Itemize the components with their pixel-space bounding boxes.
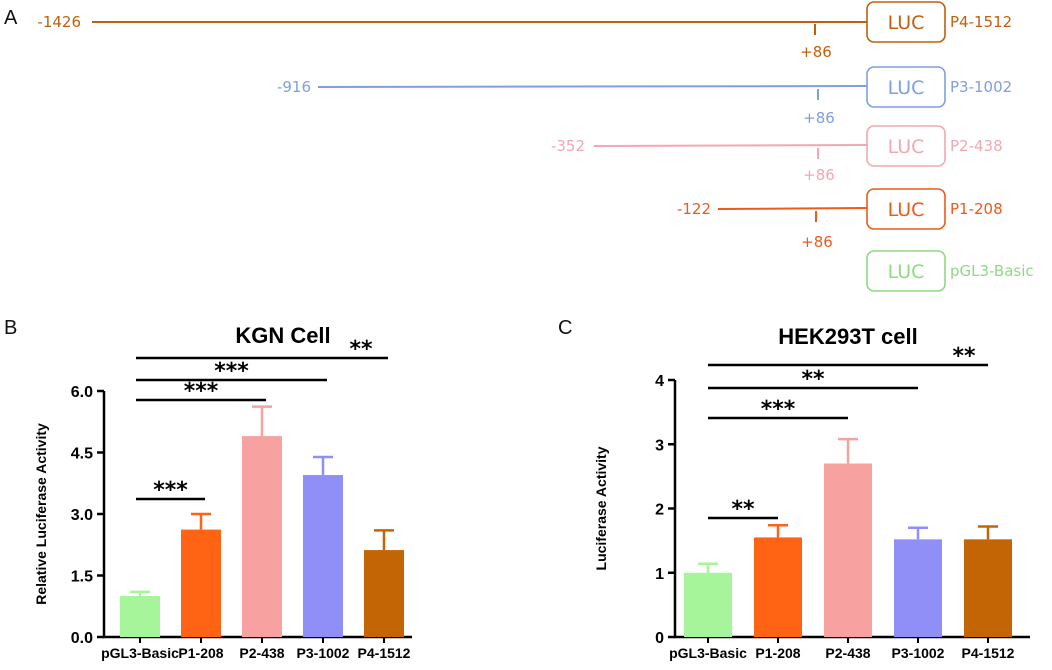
significance-stars: *** [153,478,188,503]
bar-pgl3-basic [120,596,160,637]
promoter-constructs-diagram: -1426 +86 LUC P4-1512 -916 +86 LUC P3-1002 -352 +… [37,1,1034,292]
chart-title: KGN Cell [235,323,330,348]
x-category-label: pGL3-Basic [101,645,179,661]
hek293t-cell-chart: HEK293T cell Luciferase Activity 0 1 2 3 4 pGL3… [593,324,1030,661]
panel-label-b: B [4,317,17,339]
construct-line-p1-208 [717,207,868,210]
bar-p3-1002 [303,475,343,637]
y-tick-label: 6.0 [71,384,93,401]
construct-start-label-p3-1002: -916 [277,78,311,96]
construct-start-label-p1-208: -122 [677,200,711,218]
luc-label-p4-1512: LUC [888,12,925,34]
bar-pgl3-basic [684,572,732,637]
significance-stars: *** [214,359,249,384]
x-category-label: pGL3-Basic [669,645,747,661]
bar-p1-208 [754,537,802,637]
bar-p1-208 [181,529,221,637]
luc-box-pgl3-basic [866,250,946,292]
luc-box-p2-438 [866,125,946,167]
construct-line-p3-1002 [317,85,868,88]
x-category-label: P1-208 [755,645,800,661]
x-category-label: P4-1512 [358,645,411,661]
y-tick-label: 3.0 [71,507,93,524]
bar-p4-1512 [364,550,404,637]
tss-label-p2-438: +86 [803,166,835,184]
y-tick-label: 1.5 [71,569,93,586]
construct-line-p2-438 [593,144,868,147]
construct-name-p1-208: P1-208 [950,200,1003,218]
luc-label-pgl3-basic: LUC [888,261,925,283]
x-category-label: P2-438 [239,645,284,661]
y-tick-label: 1 [655,566,664,583]
bar-p2-438 [242,436,282,637]
construct-name-p2-438: P2-438 [950,137,1003,155]
bar-p4-1512 [964,539,1012,637]
construct-start-label-p2-438: -352 [551,137,585,155]
x-category-label: P2-438 [825,645,870,661]
bar-p3-1002 [894,539,942,637]
significance-stars: ** [952,344,976,369]
significance-stars: *** [761,397,796,422]
tss-label-p1-208: +86 [801,233,833,251]
x-category-label: P1-208 [178,645,223,661]
luc-box-p3-1002 [866,66,946,108]
luc-box-p1-208 [866,188,946,230]
tss-label-p3-1002: +86 [803,109,835,127]
luc-box-p4-1512 [866,1,946,43]
y-tick-label: 4.5 [71,446,93,463]
y-tick-label: 0.0 [71,630,93,647]
panel-label-c: C [558,317,572,339]
y-tick-label: 4 [655,373,664,390]
construct-start-label-p4-1512: -1426 [37,13,81,31]
significance-stars: ** [349,337,373,362]
y-tick-label: 0 [655,630,664,647]
tss-label-p4-1512: +86 [800,43,832,61]
construct-name-p3-1002: P3-1002 [950,78,1012,96]
y-tick-label: 2 [655,502,664,519]
panel-label-a: A [4,7,18,29]
chart-title: HEK293T cell [778,324,917,349]
luc-label-p3-1002: LUC [888,77,925,99]
significance-stars: *** [184,379,219,404]
x-category-label: P3-1002 [297,645,350,661]
construct-name-p4-1512: P4-1512 [950,13,1012,31]
y-axis-title: Relative Luciferase Activity [33,423,49,605]
luc-label-p1-208: LUC [888,199,925,221]
y-tick-label: 3 [655,437,664,454]
significance-stars: ** [801,367,825,392]
construct-name-pgl3-basic: pGL3-Basic [950,262,1034,280]
y-axis-title: Luciferase Activity [593,446,609,570]
luc-label-p2-438: LUC [888,136,925,158]
bar-p2-438 [824,463,872,637]
x-category-label: P3-1002 [892,645,945,661]
x-category-label: P4-1512 [962,645,1015,661]
kgn-cell-chart: KGN Cell Relative Luciferase Activity 0.0 1… [33,323,412,661]
significance-stars: ** [731,497,755,522]
